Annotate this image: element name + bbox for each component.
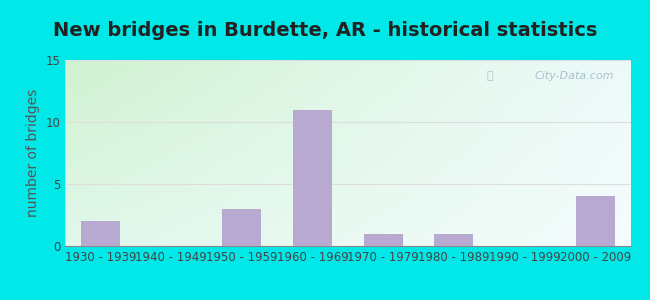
- Text: New bridges in Burdette, AR - historical statistics: New bridges in Burdette, AR - historical…: [53, 21, 597, 40]
- Bar: [222, 209, 261, 246]
- Bar: [81, 221, 120, 246]
- Bar: [293, 110, 332, 246]
- Bar: [363, 234, 402, 246]
- Text: City-Data.com: City-Data.com: [534, 71, 614, 81]
- Y-axis label: number of bridges: number of bridges: [26, 89, 40, 217]
- Bar: [576, 196, 615, 246]
- Bar: [434, 234, 473, 246]
- Text: ⓘ: ⓘ: [486, 71, 493, 81]
